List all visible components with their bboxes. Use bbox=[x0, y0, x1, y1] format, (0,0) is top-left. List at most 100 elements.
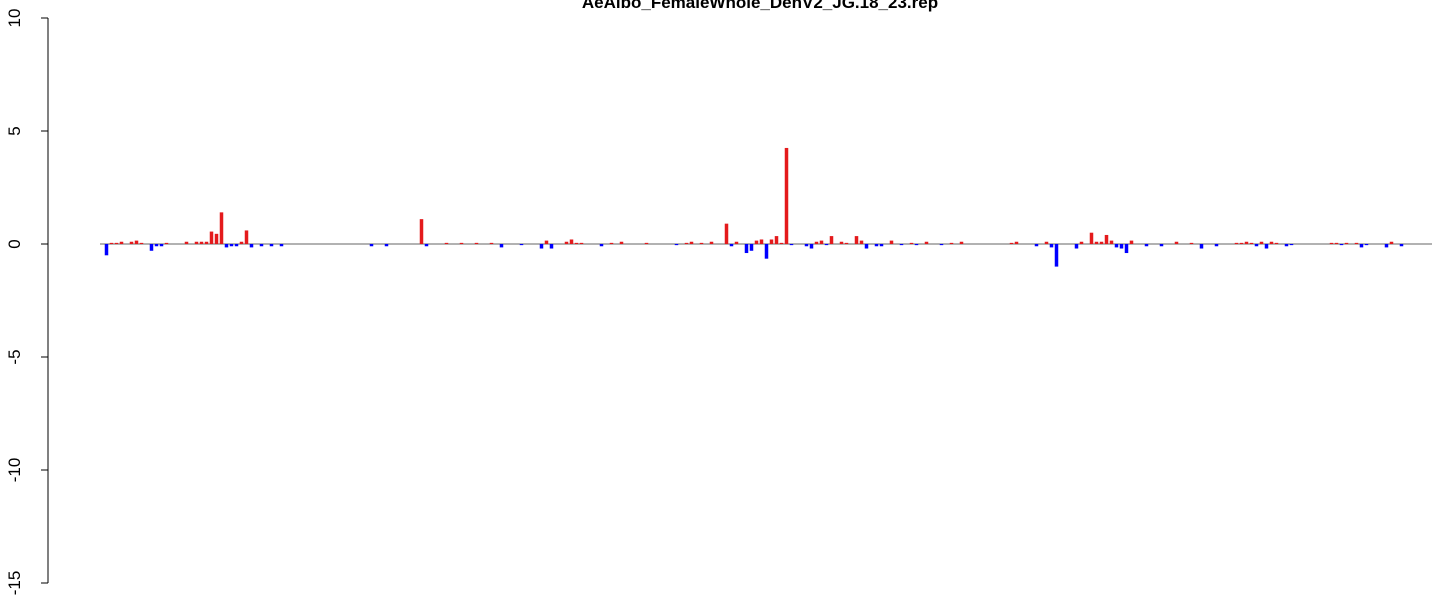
bar bbox=[499, 244, 504, 248]
bar bbox=[754, 240, 759, 244]
bar bbox=[1129, 240, 1134, 244]
bar bbox=[194, 241, 199, 244]
bar bbox=[1269, 241, 1274, 244]
bar bbox=[419, 219, 424, 244]
bar bbox=[1334, 242, 1339, 244]
bar bbox=[674, 244, 679, 246]
bar bbox=[544, 240, 549, 244]
bar bbox=[1094, 241, 1099, 244]
bar bbox=[1249, 242, 1254, 244]
bar bbox=[149, 244, 154, 251]
bar bbox=[874, 244, 879, 247]
bar bbox=[644, 242, 649, 244]
bar bbox=[1189, 242, 1194, 244]
bar bbox=[1089, 232, 1094, 244]
bar bbox=[489, 242, 494, 244]
bar bbox=[539, 244, 544, 249]
bar bbox=[139, 242, 144, 244]
bar bbox=[259, 244, 264, 247]
bar bbox=[129, 241, 134, 244]
bar bbox=[1234, 242, 1239, 244]
bar bbox=[1399, 244, 1404, 247]
bar bbox=[899, 244, 904, 246]
bar bbox=[764, 244, 769, 259]
bar bbox=[684, 242, 689, 244]
bar bbox=[134, 240, 139, 244]
bar bbox=[829, 236, 834, 244]
bar bbox=[709, 241, 714, 244]
bar bbox=[569, 239, 574, 244]
bar bbox=[444, 242, 449, 244]
bar bbox=[1389, 241, 1394, 244]
bar bbox=[864, 244, 869, 249]
bar bbox=[1354, 242, 1359, 244]
bar bbox=[1119, 244, 1124, 249]
chart-title: AeAlbo_FemaleWhole_DenV2_JG.18_23.rep bbox=[582, 0, 938, 12]
bar bbox=[804, 244, 809, 247]
bar bbox=[1214, 244, 1219, 247]
bar bbox=[549, 244, 554, 249]
bar bbox=[729, 244, 734, 247]
bar bbox=[1159, 244, 1164, 247]
bar bbox=[239, 241, 244, 244]
bar bbox=[779, 242, 784, 244]
bar bbox=[164, 242, 169, 244]
bar bbox=[1009, 242, 1014, 244]
bar bbox=[1124, 244, 1129, 254]
bar bbox=[619, 241, 624, 244]
bar bbox=[1174, 241, 1179, 244]
y-tick-label: -10 bbox=[5, 458, 24, 483]
bar bbox=[104, 244, 109, 256]
bar bbox=[1239, 242, 1244, 244]
y-tick-label: -15 bbox=[5, 571, 24, 596]
bar bbox=[234, 244, 239, 247]
bar bbox=[369, 244, 374, 247]
bar bbox=[1049, 244, 1054, 248]
bar bbox=[1054, 244, 1059, 267]
bar bbox=[1254, 244, 1259, 247]
bar bbox=[564, 241, 569, 244]
y-tick-label: 0 bbox=[5, 239, 24, 248]
bar bbox=[789, 244, 794, 246]
bar bbox=[1384, 244, 1389, 248]
bar bbox=[734, 241, 739, 244]
bar bbox=[924, 241, 929, 244]
bar bbox=[249, 244, 254, 248]
bar bbox=[1079, 241, 1084, 244]
bar bbox=[1344, 242, 1349, 244]
bar bbox=[1074, 244, 1079, 249]
bar bbox=[424, 244, 429, 247]
bar bbox=[1339, 244, 1344, 246]
bar bbox=[199, 241, 204, 244]
bar bbox=[184, 241, 189, 244]
bar bbox=[879, 244, 884, 247]
bar bbox=[159, 244, 164, 247]
bar bbox=[1364, 244, 1369, 246]
bar bbox=[824, 244, 829, 246]
bar bbox=[459, 242, 464, 244]
bar bbox=[909, 242, 914, 244]
bar bbox=[759, 239, 764, 244]
bar bbox=[749, 244, 754, 251]
y-tick-label: -5 bbox=[5, 349, 24, 364]
bar bbox=[949, 242, 954, 244]
bar bbox=[269, 244, 274, 247]
bar bbox=[114, 242, 119, 244]
bar bbox=[1044, 241, 1049, 244]
bar bbox=[1264, 244, 1269, 249]
bar bbox=[204, 241, 209, 244]
bar bbox=[579, 242, 584, 244]
bar bbox=[774, 236, 779, 244]
bar bbox=[699, 242, 704, 244]
bar bbox=[154, 244, 159, 247]
bar bbox=[784, 147, 789, 244]
bar bbox=[1109, 240, 1114, 244]
bar bbox=[599, 244, 604, 247]
bar bbox=[1199, 244, 1204, 249]
bar bbox=[1289, 244, 1294, 246]
y-tick-label: 5 bbox=[5, 126, 24, 135]
bar bbox=[574, 242, 579, 244]
bar bbox=[209, 231, 214, 244]
bar bbox=[819, 240, 824, 244]
